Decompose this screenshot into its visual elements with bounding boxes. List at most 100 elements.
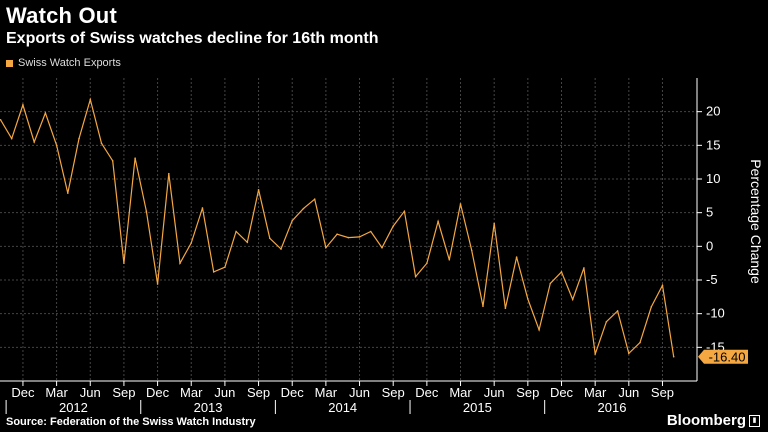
data-point [257,188,260,191]
series-line-swiss-watch-exports [0,97,675,357]
data-point [392,225,395,227]
data-point [594,353,596,355]
data-point [78,137,80,140]
data-point [55,144,58,147]
data-point [493,222,495,225]
data-point [246,241,249,244]
x-tick-label: Jun [80,385,101,400]
data-point [268,237,271,240]
data-point [639,341,641,344]
data-point [67,192,69,194]
data-point [527,298,529,300]
x-tick-label: Dec [11,385,35,400]
y-tick-label: -10 [706,306,725,321]
x-tick-label: Mar [449,385,472,400]
data-point [538,329,540,331]
last-value-callout [698,349,748,364]
chart-subtitle: Exports of Swiss watches decline for 16t… [6,30,379,47]
data-point [560,271,563,273]
x-tick-label: Dec [281,385,305,400]
data-point [515,256,518,258]
y-tick-label: 10 [706,171,720,186]
data-point [10,137,13,140]
data-point [381,246,383,249]
data-point [437,220,439,223]
data-point [616,310,619,312]
legend: Swiss Watch Exports [6,57,121,69]
data-point [426,262,428,264]
legend-swatch [6,59,13,67]
data-point [650,306,653,308]
data-point [414,275,417,278]
data-point [336,233,338,236]
y-tick-label: 0 [706,238,713,253]
data-point [201,207,204,209]
data-point [291,219,294,222]
data-point [33,141,35,143]
data-point [212,271,215,273]
data-point [583,267,585,269]
x-tick-label: Jun [484,385,505,400]
data-point [325,246,327,249]
year-label: 2014 [328,400,357,415]
x-tick-label: Sep [247,385,270,400]
data-point [280,248,282,250]
y-tick-label: 20 [706,104,720,119]
data-point [168,172,170,175]
data-point [549,282,552,285]
data-point [44,112,47,114]
data-point [100,142,103,145]
data-point [313,198,316,200]
data-point [504,307,507,310]
brand-name: Bloomberg [666,412,746,429]
data-point [179,262,181,264]
x-tick-label: Mar [584,385,607,400]
data-point [628,352,630,355]
data-point [123,262,125,264]
data-point [605,320,608,323]
data-point [358,236,361,238]
year-label: 2012 [59,400,88,415]
data-point [89,98,92,101]
y-tick-label: -5 [706,272,718,287]
data-point [145,210,148,213]
x-tick-label: Dec [415,385,439,400]
x-tick-label: Sep [516,385,539,400]
x-tick-label: Dec [146,385,170,400]
data-point [470,249,473,252]
x-tick-label: Dec [550,385,574,400]
x-tick-label: Sep [382,385,405,400]
data-point [224,266,226,269]
data-point [571,298,574,301]
legend-label: Swiss Watch Exports [18,57,121,69]
y-tick-label: 15 [706,137,720,152]
x-tick-label: Mar [45,385,68,400]
data-point [448,259,451,261]
data-point [235,230,237,233]
last-value-label: -16.40 [709,349,746,364]
x-tick-label: Mar [180,385,203,400]
y-tick-label: 5 [706,205,713,220]
data-point [347,236,350,239]
data-point [134,157,136,159]
x-tick-label: Sep [651,385,674,400]
data-point [22,104,24,106]
data-point [156,283,159,285]
x-tick-label: Mar [315,385,338,400]
data-point [672,355,675,358]
data-point [661,284,664,287]
bloomberg-mark-icon: ▮ [749,414,760,427]
data-point [190,242,193,244]
data-point [111,160,114,162]
source-note: Source: Federation of the Swiss Watch In… [6,416,256,428]
year-label: 2013 [194,400,223,415]
y-axis-title: Percentage Change [748,159,764,284]
data-point [0,118,2,121]
data-point [459,203,462,205]
x-tick-label: Jun [618,385,639,400]
x-tick-label: Jun [214,385,235,400]
data-point [369,230,372,233]
chart-title: Watch Out [6,3,117,28]
x-tick-label: Sep [112,385,135,400]
data-point [403,210,406,213]
